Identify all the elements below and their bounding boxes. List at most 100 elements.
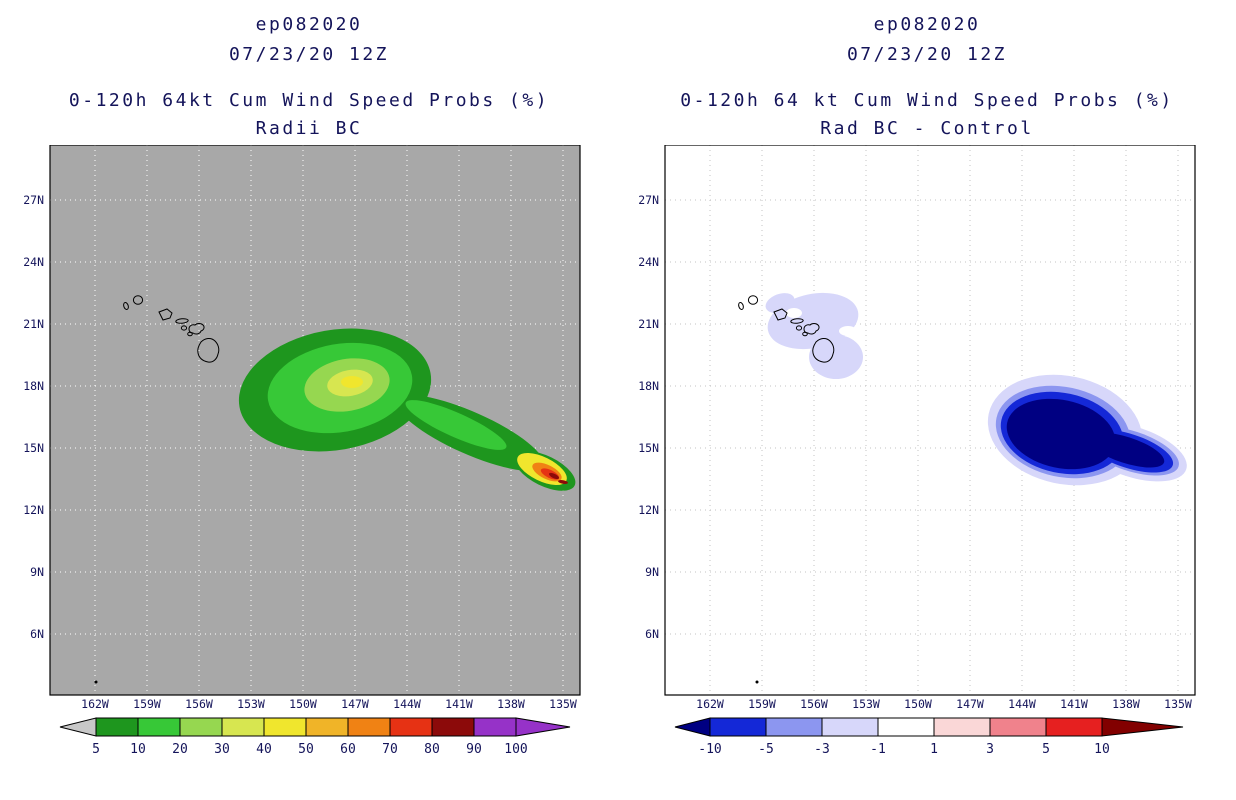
colorbar-tick-label: 30 xyxy=(214,742,230,757)
island-molokai xyxy=(790,318,804,324)
colorbar-tick-label: -5 xyxy=(758,742,774,757)
hawaiian-islands-coastline xyxy=(738,295,835,684)
init-time-title: 07/23/20 12Z xyxy=(228,44,390,65)
island-lanai xyxy=(180,325,188,331)
colorbar-segment xyxy=(933,717,991,737)
colorbar-segment xyxy=(389,717,433,737)
island-hawaii xyxy=(812,338,835,363)
tail-band-80pct-dash xyxy=(558,480,568,484)
lon-label: 144W xyxy=(393,697,421,711)
lat-axis-labels: 27N 24N 21N 18N 15N 12N 9N 6N xyxy=(23,193,44,641)
lat-label: 9N xyxy=(645,565,659,579)
lon-label: 135W xyxy=(549,697,577,711)
colorbar-tick-label: 5 xyxy=(92,742,100,757)
lat-label: 24N xyxy=(23,255,44,269)
product-title: 0-120h 64kt Cum Wind Speed Probs (%) xyxy=(68,90,550,111)
lon-label: 141W xyxy=(1060,697,1088,711)
lat-label: 12N xyxy=(638,503,659,517)
colorbar-tick-label: -3 xyxy=(814,742,830,757)
model-subtitle: Radii BC xyxy=(255,118,363,139)
island-hawaii xyxy=(197,338,220,363)
lon-axis-labels: 162W 159W 156W 153W 150W 147W 144W 141W … xyxy=(696,697,1192,711)
hawaiian-islands-coastline xyxy=(94,295,220,684)
colorbar-tick-label: 10 xyxy=(130,742,146,757)
colorbar-left-arrow xyxy=(59,717,97,737)
colorbar-tick-label: 80 xyxy=(424,742,440,757)
small-island-dot xyxy=(755,680,759,684)
colorbar-left-arrow xyxy=(674,717,711,737)
island-niihau xyxy=(123,302,129,310)
lon-label: 159W xyxy=(748,697,776,711)
colorbar-tick-label: 60 xyxy=(340,742,356,757)
lat-label: 27N xyxy=(638,193,659,207)
small-island-dot xyxy=(94,680,98,684)
lon-label: 147W xyxy=(341,697,369,711)
colorbar-tick-label: 100 xyxy=(504,742,527,757)
panel-rad-bc-minus-control: ep082020 07/23/20 12Z 0-120h 64 kt Cum W… xyxy=(618,0,1236,800)
colorbar-segment xyxy=(821,717,879,737)
diff-band-minus1-near-hawaii xyxy=(765,292,863,379)
init-time-title: 07/23/20 12Z xyxy=(846,44,1008,65)
island-lanai xyxy=(795,325,803,331)
lat-label: 9N xyxy=(30,565,44,579)
colorbar-segment xyxy=(221,717,265,737)
lon-label: 162W xyxy=(696,697,724,711)
colorbar-segment xyxy=(989,717,1047,737)
lat-label: 18N xyxy=(23,379,44,393)
colorbar-right-arrow xyxy=(1101,717,1184,737)
diff-band-minus10-core xyxy=(1006,398,1165,470)
probability-shading xyxy=(238,328,576,491)
lon-label: 144W xyxy=(1008,697,1036,711)
map-frame xyxy=(49,145,581,696)
lat-label: 18N xyxy=(638,379,659,393)
lon-label: 159W xyxy=(133,697,161,711)
lon-label: 153W xyxy=(237,697,265,711)
colorbar-tick-label: 50 xyxy=(298,742,314,757)
lat-label: 21N xyxy=(23,317,44,331)
lon-label: 153W xyxy=(852,697,880,711)
colorbar-tick-label: 5 xyxy=(1042,742,1050,757)
storm-id-title: ep082020 xyxy=(873,14,981,35)
lat-label: 6N xyxy=(30,627,44,641)
lon-label: 138W xyxy=(497,697,525,711)
lat-label: 27N xyxy=(23,193,44,207)
lat-label: 6N xyxy=(645,627,659,641)
lon-label: 150W xyxy=(904,697,932,711)
difference-shading xyxy=(765,292,1187,486)
colorbar-segment xyxy=(765,717,823,737)
colorbar-left: 5 10 20 30 40 50 60 70 80 90 100 xyxy=(59,717,571,757)
lon-label: 141W xyxy=(445,697,473,711)
colorbar-segment xyxy=(137,717,181,737)
island-kauai xyxy=(747,295,759,305)
colorbar-segment xyxy=(95,717,139,737)
colorbar-tick-label: 40 xyxy=(256,742,272,757)
colorbar-segment xyxy=(431,717,475,737)
lat-label: 15N xyxy=(23,441,44,455)
grid-lines xyxy=(665,145,1195,695)
colorbar-tick-label: -1 xyxy=(870,742,886,757)
colorbar-tick-label: 20 xyxy=(172,742,188,757)
colorbar-segment xyxy=(179,717,223,737)
colorbar-segment xyxy=(1045,717,1103,737)
colorbar-segment xyxy=(473,717,517,737)
colorbar-segment xyxy=(263,717,307,737)
colorbar-segment xyxy=(305,717,349,737)
island-oahu xyxy=(773,308,788,321)
map-left: 27N 24N 21N 18N 15N 12N 9N 6N 162W 159W … xyxy=(23,145,581,711)
island-niihau xyxy=(738,302,744,310)
map-frame xyxy=(664,145,1196,696)
storm-id-title: ep082020 xyxy=(255,14,363,35)
lon-label: 138W xyxy=(1112,697,1140,711)
tail-band-80pct xyxy=(548,472,560,480)
island-oahu xyxy=(158,308,173,321)
lat-label: 24N xyxy=(638,255,659,269)
lat-label: 15N xyxy=(638,441,659,455)
colorbar-labels: -10 -5 -3 -1 1 3 5 10 xyxy=(698,742,1110,757)
panel-radii-bc: ep082020 07/23/20 12Z 0-120h 64kt Cum Wi… xyxy=(23,14,581,757)
product-title: 0-120h 64 kt Cum Wind Speed Probs (%) xyxy=(680,90,1174,111)
colorbar-tick-label: 90 xyxy=(466,742,482,757)
lat-label: 21N xyxy=(638,317,659,331)
island-molokai xyxy=(175,318,189,324)
